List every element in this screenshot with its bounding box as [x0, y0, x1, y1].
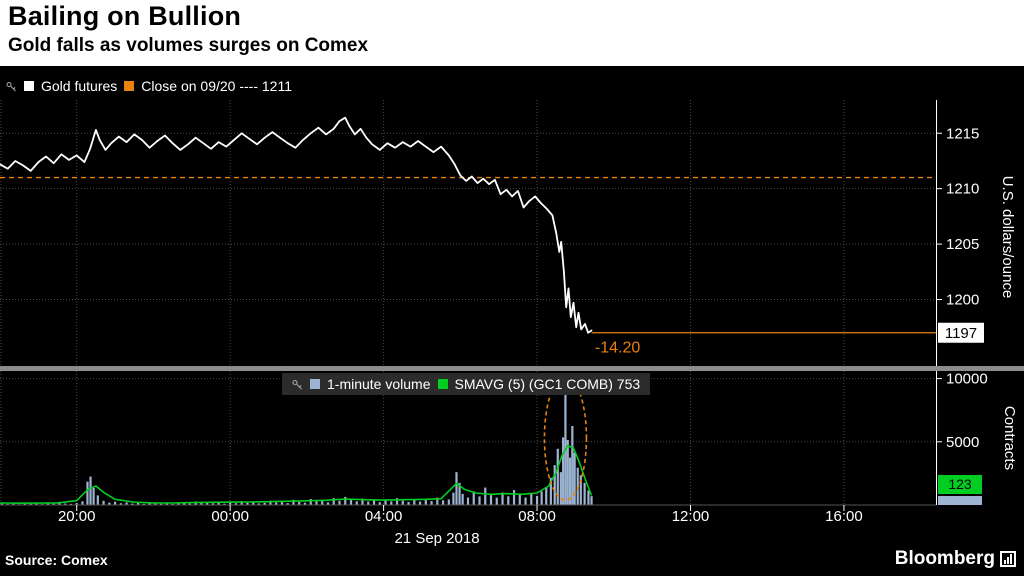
price-legend: Gold futures Close on 09/20 ---- 1211: [6, 78, 292, 94]
time-tick-label: 12:00: [671, 508, 710, 525]
smavg-label: SMAVG (5) (GC1 COMB) 753: [454, 376, 641, 392]
volume-chart: 10000 5000 123 Contracts: [0, 371, 1018, 511]
svg-text:123: 123: [948, 476, 972, 492]
key-icon: [6, 81, 17, 92]
chart-subtitle: Gold falls as volumes surges on Comex: [8, 34, 369, 56]
close-line-label: Close on 09/20 ---- 1211: [141, 78, 292, 94]
chart-title: Bailing on Bullion: [8, 1, 242, 31]
panel-divider: [0, 366, 1024, 371]
svg-text:10000: 10000: [946, 371, 988, 388]
svg-text:U.S. dollars/ounce: U.S. dollars/ounce: [999, 176, 1016, 299]
bloomberg-chart-icon: [1000, 551, 1016, 567]
gold-futures-label: Gold futures: [41, 78, 118, 94]
time-tick-label: 16:00: [825, 508, 863, 525]
close-line-swatch: [124, 81, 135, 91]
svg-text:1215: 1215: [946, 125, 979, 142]
time-tick-label: 04:00: [364, 508, 403, 525]
time-tick-label: 08:00: [518, 508, 556, 525]
bloomberg-wordmark: Bloomberg: [894, 548, 995, 569]
svg-text:1200: 1200: [946, 292, 979, 309]
date-label: 21 Sep 2018: [394, 530, 480, 547]
svg-text:-14.20: -14.20: [595, 340, 640, 357]
svg-text:1197: 1197: [945, 325, 977, 342]
source-label: Source: Comex: [5, 552, 108, 568]
volume-legend: 1-minute volume SMAVG (5) (GC1 COMB) 753: [282, 373, 651, 395]
price-chart: -14.20 1215 1210 1205 1200 1197 U.S. dollars/o…: [0, 100, 1016, 366]
svg-text:5000: 5000: [946, 434, 979, 451]
volume-swatch: [310, 379, 320, 389]
volume-label: 1-minute volume: [327, 376, 431, 392]
svg-text:1205: 1205: [946, 236, 979, 253]
bloomberg-logo: Bloomberg: [895, 548, 1016, 570]
key-icon: [292, 379, 303, 390]
time-tick-label: 20:00: [57, 508, 96, 525]
chart-header: Bailing on Bullion Gold falls as volumes…: [0, 0, 1024, 66]
svg-text:1210: 1210: [946, 181, 979, 198]
time-tick-label: 00:00: [211, 508, 249, 525]
smavg-swatch: [437, 379, 448, 389]
gold-futures-swatch: [24, 81, 34, 91]
svg-text:Contracts: Contracts: [1001, 406, 1018, 470]
